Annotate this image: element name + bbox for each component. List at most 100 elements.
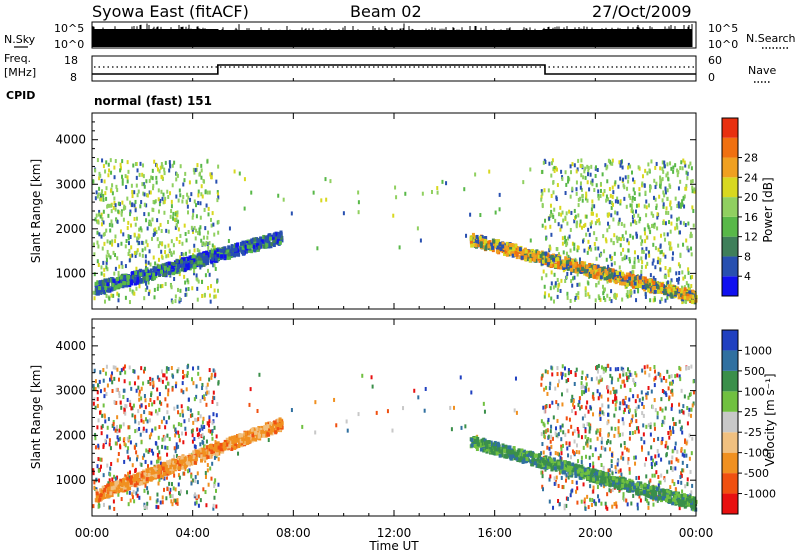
scatter-cell [690, 413, 693, 418]
scatter-cell [686, 293, 690, 298]
scatter-cell [577, 291, 580, 296]
scatter-cell [614, 280, 618, 285]
scatter-cell [615, 501, 618, 506]
scatter-cell [210, 259, 214, 264]
scatter-cell [172, 486, 175, 491]
scatter-cell [574, 296, 577, 301]
scatter-cell [195, 179, 198, 184]
scatter-cell [554, 166, 557, 171]
scatter-cell [214, 256, 218, 261]
scatter-cell [143, 410, 146, 415]
scatter-cell [641, 411, 644, 416]
scatter-cell [554, 263, 558, 268]
scatter-cell [561, 176, 564, 181]
scatter-cell [603, 276, 607, 281]
scatter-cell [587, 292, 590, 297]
scatter-cell [627, 457, 630, 462]
scatter-cell [689, 275, 692, 280]
scatter-cell [161, 265, 165, 270]
scatter-cell [157, 167, 160, 172]
scatter-cell [662, 169, 665, 174]
scatter-cell [674, 446, 677, 451]
scatter-cell [191, 439, 194, 444]
scatter-cell [611, 471, 614, 476]
scatter-cell [203, 179, 206, 184]
scatter-cell [99, 410, 102, 415]
scatter-cell [593, 499, 596, 504]
scatter-cell [163, 487, 166, 492]
scatter-cell [113, 376, 116, 381]
scatter-cell [186, 265, 190, 270]
scatter-cell [681, 270, 684, 275]
scatter-cell [128, 435, 131, 440]
scatter-cell [107, 162, 110, 167]
scatter-cell [556, 183, 559, 188]
scatter-cell [172, 262, 176, 267]
scatter-cell [585, 441, 588, 446]
scatter-cell [270, 235, 274, 240]
scatter-cell [146, 243, 149, 248]
scatter-cell [584, 166, 587, 171]
scatter-cell [161, 437, 164, 442]
scatter-cell [564, 240, 567, 245]
scatter-cell [141, 253, 144, 258]
scatter-cell [691, 297, 695, 302]
scatter-cell [683, 394, 686, 399]
scatter-cell [199, 225, 202, 230]
scatter-cell [95, 288, 99, 293]
scatter-cell [633, 256, 636, 261]
scatter-cell [210, 223, 213, 228]
scatter-cell [614, 199, 617, 204]
scatter-cell [643, 204, 646, 209]
scatter-cell [608, 468, 611, 473]
scatter-cell [592, 412, 595, 417]
scatter-cell [178, 240, 181, 245]
scatter-cell [474, 172, 477, 177]
scatter-cell [164, 244, 167, 249]
scatter-cell [522, 249, 526, 254]
scatter-cell [190, 254, 194, 259]
scatter-cell [648, 480, 651, 485]
scatter-cell [652, 280, 656, 285]
scatter-cell [613, 390, 616, 395]
scatter-cell [129, 287, 132, 292]
scatter-cell [605, 194, 608, 199]
scatter-cell [134, 271, 138, 276]
colorbar-tick-label: 12 [744, 231, 758, 244]
scatter-cell [105, 364, 108, 369]
count-tick-max-left: 10^5 [54, 22, 84, 35]
scatter-cell [623, 383, 626, 388]
scatter-cell [658, 282, 662, 287]
scatter-cell [593, 187, 596, 192]
scatter-cell [269, 242, 273, 247]
scatter-cell [193, 170, 196, 175]
scatter-cell [180, 404, 183, 409]
scatter-cell [161, 164, 164, 169]
scatter-cell [209, 249, 213, 254]
scatter-cell [676, 373, 679, 378]
scatter-cell [191, 478, 194, 483]
scatter-cell [126, 179, 129, 184]
scatter-cell [638, 192, 641, 197]
scatter-cell [174, 433, 177, 438]
scatter-cell [108, 203, 111, 208]
scatter-cell [129, 209, 132, 214]
scatter-cell [597, 218, 600, 223]
scatter-cell [97, 262, 100, 267]
scatter-cell [622, 247, 625, 252]
scatter-cell [531, 257, 535, 262]
scatter-cell [152, 183, 155, 188]
scatter-cell [543, 284, 546, 289]
scatter-cell [150, 432, 153, 437]
scatter-cell [97, 418, 100, 423]
scatter-cell [550, 209, 553, 214]
scatter-cell [678, 292, 682, 297]
scatter-cell [259, 241, 263, 246]
scatter-cell [117, 279, 121, 284]
scatter-cell [137, 385, 140, 390]
scatter-cell [183, 274, 186, 279]
scatter-cell [621, 234, 624, 239]
scatter-cell [147, 464, 150, 469]
scatter-cell [586, 172, 589, 177]
scatter-cell [107, 173, 110, 178]
